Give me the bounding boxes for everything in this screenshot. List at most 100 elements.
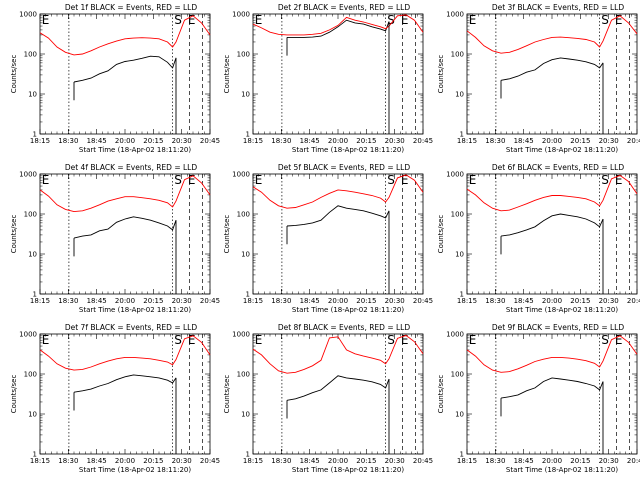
x-tick-label: 18:15	[30, 297, 50, 305]
x-tick-label: 20:30	[172, 297, 192, 305]
x-tick-label: 18:45	[87, 297, 107, 305]
x-tick-label: 20:15	[143, 297, 163, 305]
event-marker-label: S	[174, 173, 182, 187]
x-tick-label: 20:30	[599, 297, 619, 305]
x-tick-label: 18:15	[457, 457, 477, 465]
series-line-events	[73, 216, 177, 239]
y-tick-label: 10	[241, 91, 250, 99]
y-tick-label: 10	[241, 251, 250, 259]
x-tick-label: 20:15	[143, 457, 163, 465]
x-tick-label: 20:00	[115, 137, 135, 145]
series-line-lld	[466, 174, 638, 212]
chart-title: Det 1f BLACK = Events, RED = LLD	[65, 3, 198, 12]
x-tick-label: 18:30	[58, 297, 78, 305]
series-line-events	[73, 55, 177, 83]
x-tick-label: 18:15	[457, 137, 477, 145]
y-axis-label: Counts/sec	[10, 55, 18, 94]
x-tick-label: 18:30	[485, 137, 505, 145]
y-tick-label: 1	[460, 291, 464, 299]
event-marker-label: E	[188, 173, 196, 187]
x-tick-label: 20:15	[356, 457, 376, 465]
chart-panel-8: Det 8f BLACK = Events, RED = LLD 1 10 100 10…	[223, 323, 433, 474]
event-marker-label: S	[387, 173, 395, 187]
x-tick-label: 20:30	[599, 137, 619, 145]
event-marker-label: E	[42, 333, 50, 347]
x-tick-label: 18:45	[514, 297, 534, 305]
x-tick-label: 18:30	[485, 297, 505, 305]
x-axis-label: Start Time (18-Apr-02 18:11:20)	[506, 466, 618, 474]
x-tick-label: 20:45	[200, 297, 220, 305]
plot-frame	[252, 13, 424, 135]
x-axis-label: Start Time (18-Apr-02 18:11:20)	[79, 146, 191, 154]
y-axis-label: Counts/sec	[437, 375, 445, 414]
x-tick-label: 18:45	[87, 137, 107, 145]
y-tick-label: 1	[246, 131, 250, 139]
series-line-events	[286, 375, 390, 401]
y-tick-label: 10	[28, 251, 37, 259]
chart-title: Det 4f BLACK = Events, RED = LLD	[65, 163, 198, 172]
chart-panel-3: Det 3f BLACK = Events, RED = LLD 1 10 100 10…	[437, 3, 640, 154]
x-tick-label: 20:00	[115, 457, 135, 465]
y-tick-label: 1000	[19, 331, 37, 339]
x-tick-label: 18:30	[271, 137, 291, 145]
y-axis-label: Counts/sec	[10, 215, 18, 254]
x-tick-label: 20:00	[328, 297, 348, 305]
y-axis-label: Counts/sec	[437, 215, 445, 254]
x-axis-label: Start Time (18-Apr-02 18:11:20)	[79, 306, 191, 314]
x-tick-label: 18:45	[300, 457, 320, 465]
y-tick-label: 1000	[446, 11, 464, 19]
y-tick-label: 1	[33, 451, 37, 459]
x-tick-label: 20:15	[570, 297, 590, 305]
x-tick-label: 20:45	[627, 457, 640, 465]
x-tick-label: 20:00	[542, 137, 562, 145]
plot-frame	[39, 333, 211, 455]
chart-title: Det 8f BLACK = Events, RED = LLD	[278, 323, 411, 332]
plot-frame	[466, 13, 638, 135]
event-marker-label: S	[174, 13, 182, 27]
x-tick-label: 20:15	[356, 137, 376, 145]
x-tick-label: 20:45	[627, 137, 640, 145]
series-line-events	[500, 377, 604, 399]
x-tick-label: 18:15	[30, 137, 50, 145]
event-marker-label: E	[615, 13, 623, 27]
x-tick-label: 18:30	[271, 297, 291, 305]
event-marker-label: S	[601, 173, 609, 187]
x-tick-label: 18:15	[30, 457, 50, 465]
series-line-lld	[466, 335, 638, 373]
x-tick-label: 20:45	[200, 457, 220, 465]
x-tick-label: 20:15	[570, 137, 590, 145]
y-tick-label: 1000	[232, 331, 250, 339]
y-tick-label: 10	[241, 411, 250, 419]
x-tick-label: 20:45	[413, 137, 433, 145]
x-axis-label: Start Time (18-Apr-02 18:11:20)	[79, 466, 191, 474]
y-axis-label: Counts/sec	[223, 215, 231, 254]
series-line-events	[287, 19, 390, 38]
y-tick-label: 1000	[446, 171, 464, 179]
series-line-lld	[39, 175, 211, 213]
y-tick-label: 1	[33, 291, 37, 299]
y-tick-label: 1000	[19, 171, 37, 179]
y-tick-label: 100	[24, 51, 37, 59]
y-tick-label: 1000	[232, 11, 250, 19]
chart-panel-9: Det 9f BLACK = Events, RED = LLD 1 10 100 10…	[437, 323, 640, 474]
y-tick-label: 10	[455, 251, 464, 259]
y-tick-label: 1000	[446, 331, 464, 339]
x-tick-label: 20:45	[413, 297, 433, 305]
chart-panel-6: Det 6f BLACK = Events, RED = LLD 1 10 100 10…	[437, 163, 640, 314]
y-tick-label: 100	[237, 211, 250, 219]
x-tick-label: 18:15	[243, 137, 263, 145]
x-tick-label: 20:00	[328, 137, 348, 145]
y-tick-label: 10	[455, 91, 464, 99]
chart-panel-5: Det 5f BLACK = Events, RED = LLD 1 10 100 10…	[223, 163, 433, 314]
y-tick-label: 10	[28, 91, 37, 99]
event-marker-label: S	[601, 333, 609, 347]
x-tick-label: 20:15	[570, 457, 590, 465]
plot-frame	[39, 13, 211, 135]
y-tick-label: 1	[460, 131, 464, 139]
x-tick-label: 18:15	[243, 457, 263, 465]
series-line-events	[286, 205, 390, 227]
series-line-lld	[466, 15, 638, 54]
plot-frame	[252, 173, 424, 295]
x-tick-label: 20:45	[627, 297, 640, 305]
